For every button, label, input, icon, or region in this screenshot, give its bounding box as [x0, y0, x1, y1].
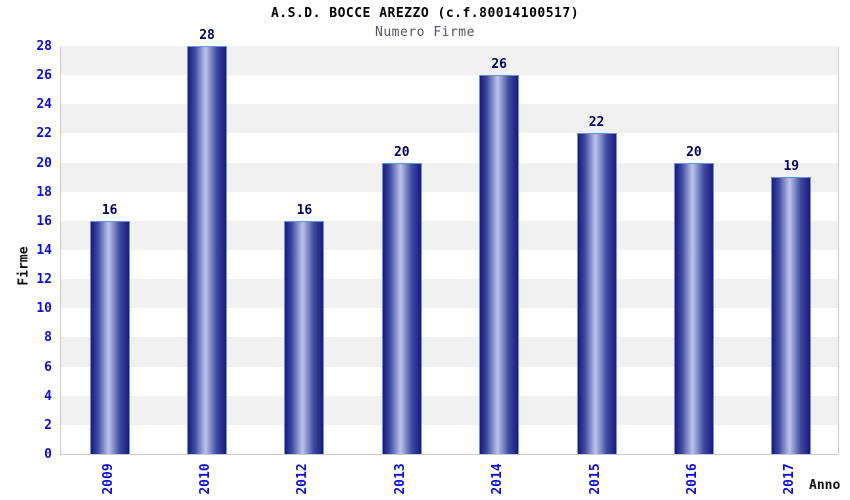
x-tick-2009: 2009	[100, 463, 116, 495]
plot-area: 16 28 16 20 26 22 20 19	[60, 29, 839, 455]
grid-band	[61, 75, 838, 105]
grid-band	[61, 424, 838, 454]
grid-band	[61, 220, 838, 250]
y-tick-28: 28	[36, 39, 52, 54]
bar-2016	[673, 162, 714, 454]
bar-2015	[576, 133, 617, 454]
x-axis-label: Anno	[809, 478, 841, 493]
grid-band	[61, 337, 838, 367]
bar-2017	[771, 177, 812, 454]
y-tick-8: 8	[44, 330, 52, 346]
grid-band	[61, 366, 838, 396]
bar-value-label: 22	[588, 115, 605, 131]
chart-title: A.S.D. BOCCE AREZZO (c.f.80014100517)	[270, 6, 580, 21]
grid-band	[61, 162, 838, 192]
x-tick-2014: 2014	[490, 463, 506, 495]
y-tick-4: 4	[44, 388, 52, 404]
grid-band	[61, 395, 838, 425]
x-tick-2015: 2015	[587, 463, 603, 495]
x-tick-2013: 2013	[392, 463, 408, 495]
y-tick-24: 24	[36, 97, 52, 113]
bar-2009	[89, 220, 130, 454]
bar-value-label: 26	[491, 57, 508, 73]
bar-2014	[479, 75, 520, 454]
bar-value-label: 16	[296, 202, 313, 218]
bar-value-label: 16	[101, 202, 118, 218]
y-tick-6: 6	[44, 359, 52, 375]
bar-2010	[187, 46, 228, 454]
grid-band	[61, 46, 838, 76]
chart-subtitle: Numero Firme	[375, 25, 475, 40]
grid-band	[61, 308, 838, 338]
y-tick-16: 16	[36, 213, 52, 229]
bar-value-label: 20	[393, 144, 410, 160]
x-tick-2016: 2016	[684, 463, 700, 495]
y-tick-22: 22	[36, 126, 52, 142]
bar-value-label: 20	[686, 144, 702, 160]
y-tick-26: 26	[36, 68, 52, 84]
y-tick-0: 0	[44, 447, 52, 462]
y-tick-10: 10	[36, 301, 52, 317]
grid-band	[61, 191, 838, 221]
bar-value-label: 19	[783, 159, 800, 175]
y-tick-2: 2	[44, 417, 52, 433]
x-tick-2010: 2010	[198, 463, 214, 495]
y-tick-12: 12	[36, 272, 52, 288]
x-tick-2012: 2012	[295, 463, 311, 495]
grid-band	[61, 250, 838, 280]
y-tick-20: 20	[36, 155, 52, 171]
y-tick-18: 18	[36, 184, 52, 200]
y-tick-14: 14	[36, 243, 52, 258]
bar-2012	[284, 220, 325, 454]
grid-band	[61, 279, 838, 309]
bar-2013	[381, 162, 422, 454]
bar-value-label: 28	[199, 28, 215, 43]
grid-band	[61, 104, 838, 134]
x-tick-2017: 2017	[782, 463, 798, 495]
